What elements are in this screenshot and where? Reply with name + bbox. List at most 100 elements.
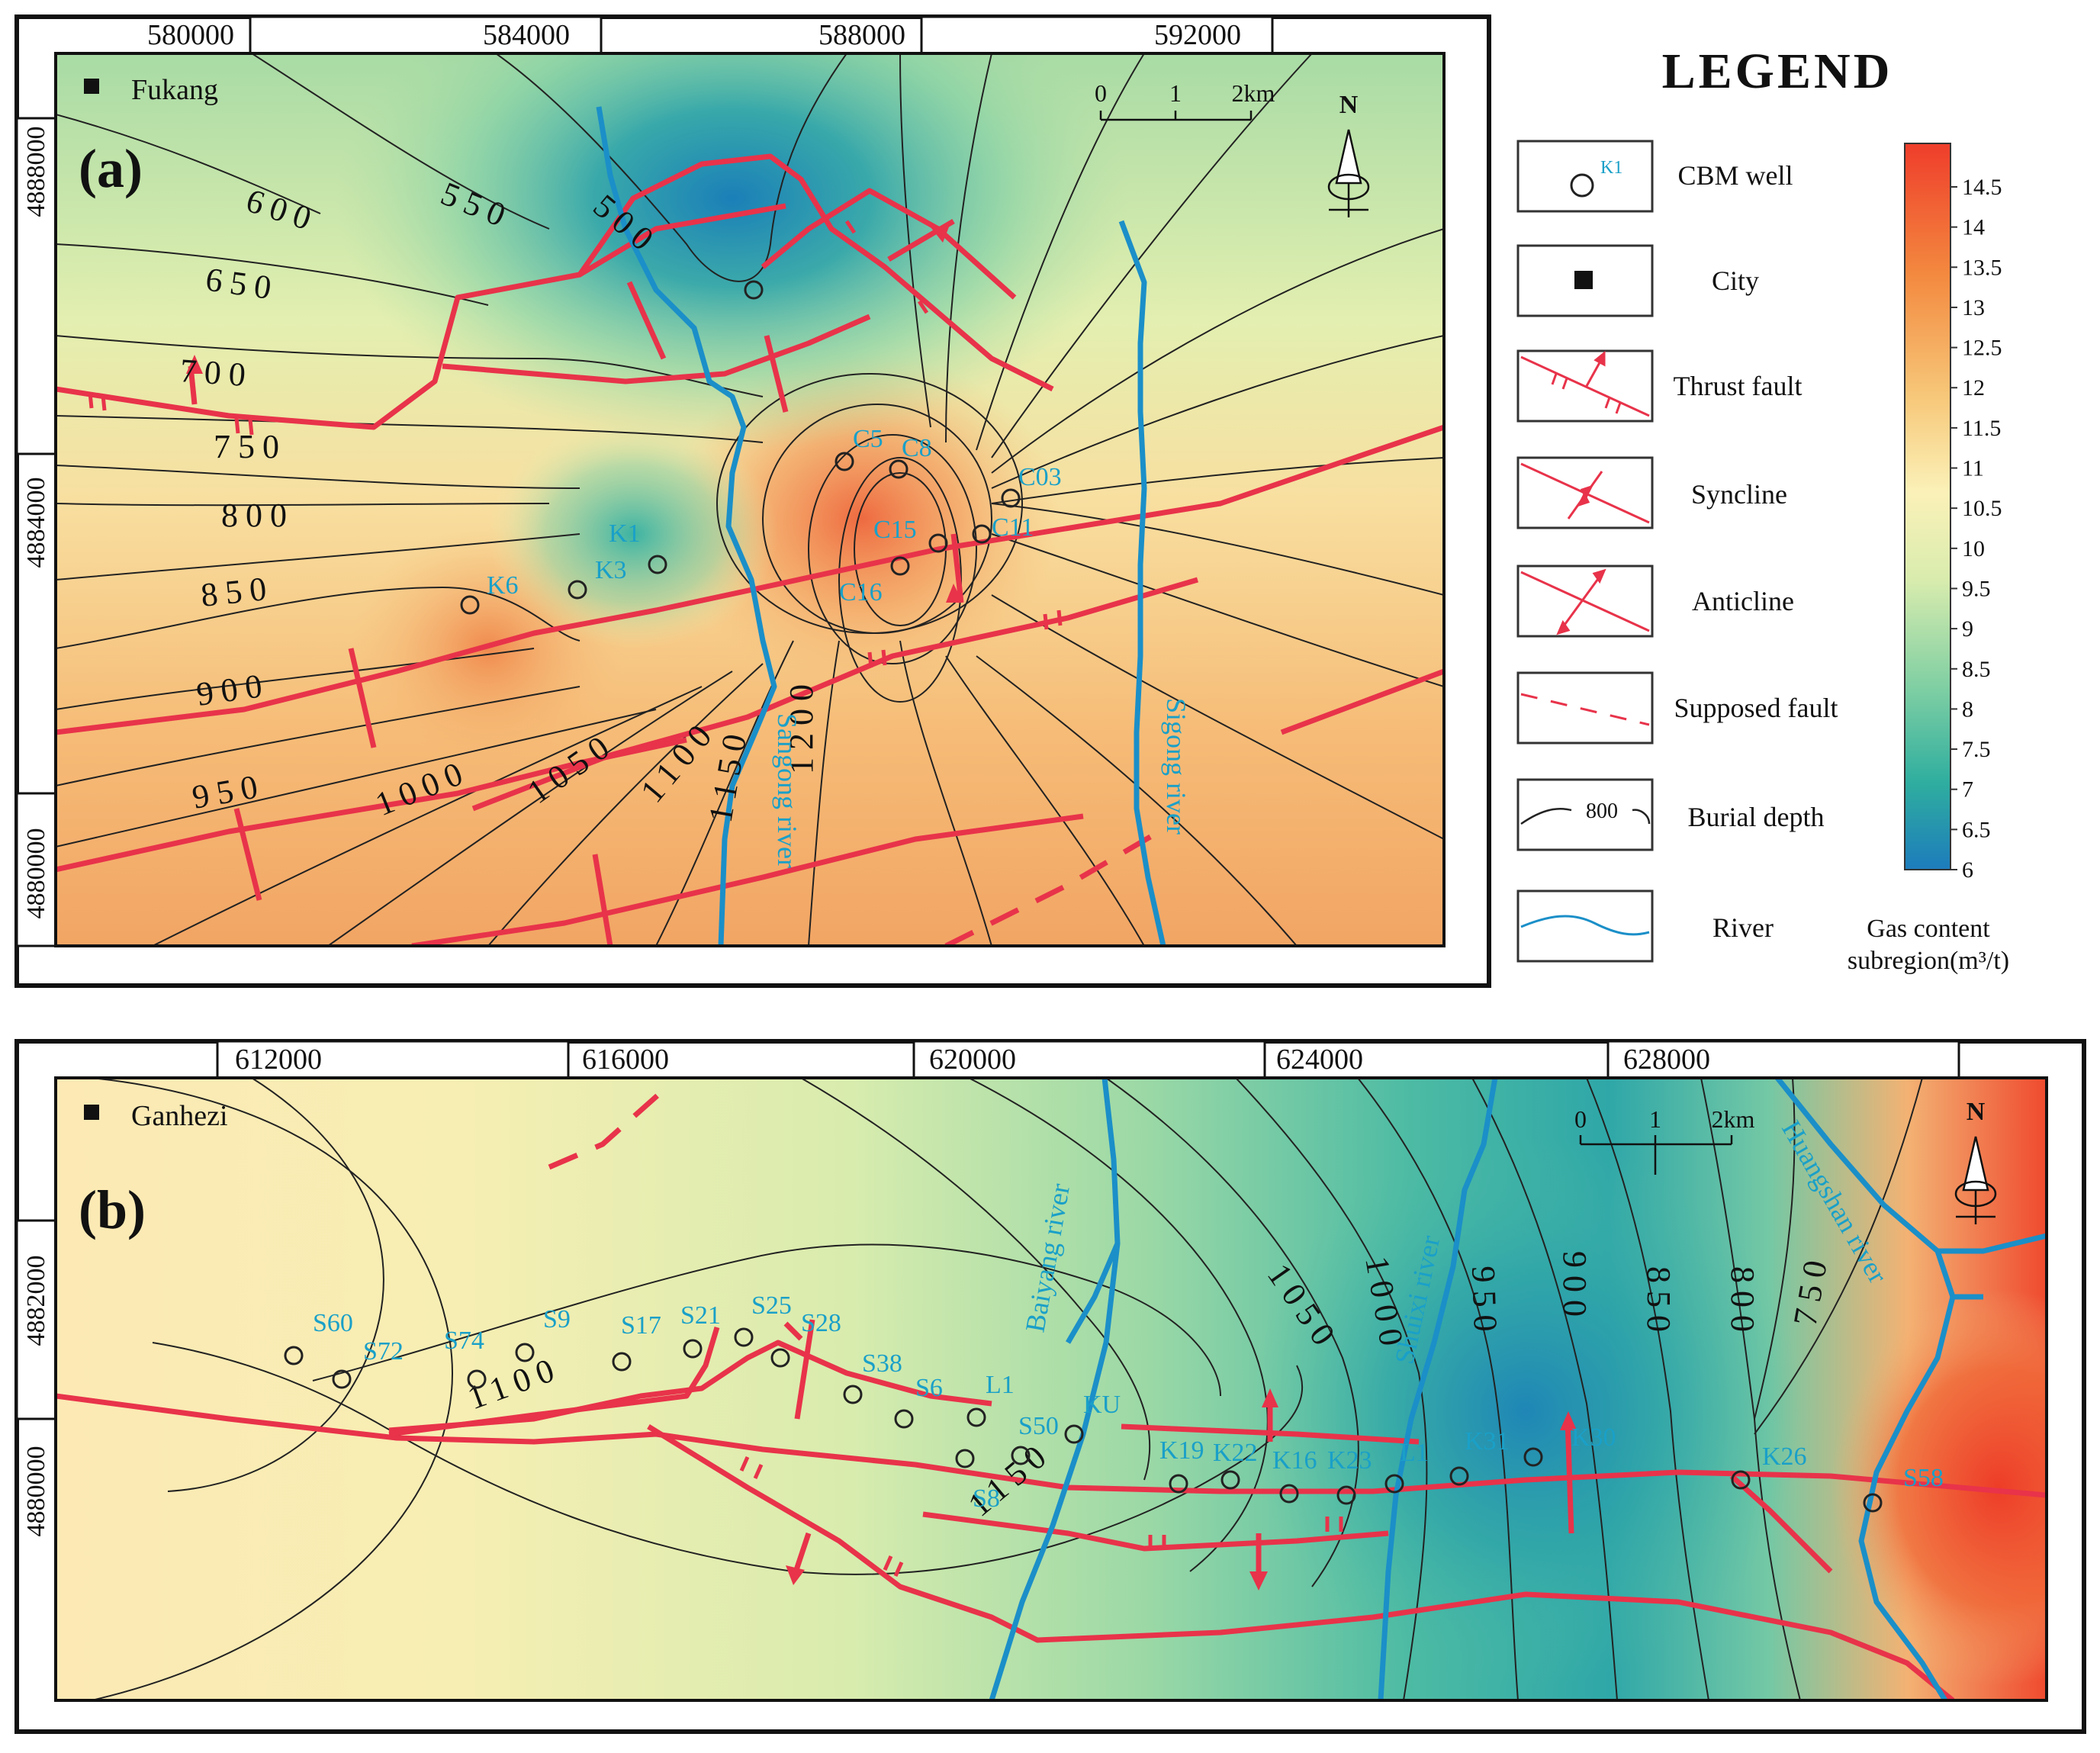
well-label: K30 (1571, 1423, 1616, 1452)
colorbar-tick-label: 7 (1962, 777, 1973, 803)
well-label: S9 (543, 1305, 571, 1333)
well-label: S21 (680, 1301, 721, 1330)
well-label: K23 (1327, 1446, 1372, 1475)
panel-b: 612000 616000 620000 624000 628000 48820… (14, 1039, 2086, 1734)
panel-a-thrust-faults (56, 153, 1444, 946)
well-label: S74 (444, 1327, 484, 1355)
legend-well-icon (1570, 173, 1594, 198)
city-label: Fukang (131, 74, 218, 106)
contour-label: 900 (1556, 1251, 1593, 1324)
colorbar-tick-label: 7.5 (1962, 737, 1991, 762)
panel-b-well-labels: S60 S72 S74 S9 S17 S21 S25 S28 S38 S6 L1… (313, 1291, 1944, 1513)
scale-tick: 1 (1649, 1105, 1661, 1133)
well-label: C15 (873, 516, 917, 544)
colorbar-tick-label: 12 (1962, 375, 1985, 400)
panel-b-x-tick: 620000 (929, 1044, 1016, 1076)
well-label: K26 (1762, 1443, 1807, 1471)
legend-title: LEGEND (1662, 43, 1893, 99)
panel-a-x-axis: 580000 584000 588000 592000 (147, 15, 1274, 55)
panel-a-rivers (596, 106, 1166, 946)
panel-b-thrust-faults (56, 1319, 2047, 1700)
north-label: N (1339, 91, 1359, 119)
scale-tick: 0 (1095, 79, 1107, 107)
colorbar-tick-label: 14.5 (1962, 175, 2002, 200)
panel-a-x-tick: 580000 (147, 19, 234, 51)
panel-b-map-frame (54, 1076, 2048, 1702)
legend-item-label: CBM well (1677, 160, 1793, 191)
panel-b-x-tick: 612000 (235, 1044, 322, 1076)
well-label: S38 (862, 1349, 902, 1378)
panel-b-x-tick: 616000 (582, 1044, 669, 1076)
panel-b-x-tick: 624000 (1276, 1044, 1363, 1076)
panel-a-x-tick: 592000 (1154, 19, 1241, 51)
panel-b-fault-arrows (786, 1388, 1577, 1591)
panel-a-y-tick: 4888000 (22, 127, 50, 217)
river-label: Sigong river (1161, 698, 1192, 835)
well-label: K16 (1272, 1446, 1317, 1475)
well-label: S60 (313, 1309, 353, 1337)
well-label: S8 (973, 1484, 1000, 1513)
legend-supposed-fault-icon (1520, 693, 1650, 726)
north-label: N (1967, 1098, 1986, 1126)
well-label: S50 (1018, 1412, 1059, 1440)
colorbar (1904, 143, 1951, 870)
panel-a-fault-arrows (186, 225, 963, 603)
legend-burial-depth-sample: 800 (1586, 799, 1618, 823)
city-marker (84, 1105, 99, 1120)
colorbar-tick-label: 9 (1962, 616, 1973, 642)
colorbar-title: Gas content (1867, 915, 1990, 943)
well-label: C16 (839, 578, 883, 606)
panel-a-y-tick: 4880000 (22, 828, 50, 919)
panel-a-well-labels: C5 C8 C03 C15 C11 C16 K1 K3 K6 (487, 425, 1062, 606)
panel-a-label: (a) (79, 138, 143, 199)
well-label: L1 (1400, 1439, 1429, 1467)
colorbar-tick-label: 13.5 (1962, 255, 2002, 280)
legend-river-icon (1520, 915, 1650, 936)
panel-b-label: (b) (79, 1179, 146, 1240)
contour-label: 850 (1640, 1266, 1677, 1340)
panel-b-scale-bar (1579, 1135, 1733, 1175)
legend-thrust-fault-icon (1520, 350, 1650, 417)
panel-a-scale-bar (1099, 111, 1253, 121)
scale-tick: 2km (1232, 79, 1275, 107)
legend-burial-depth-icon (1520, 807, 1651, 825)
legend-boxes (1516, 140, 1654, 963)
panel-b-x-tick: 628000 (1623, 1044, 1710, 1076)
well-label: C11 (992, 513, 1034, 542)
well-label: C03 (1018, 463, 1062, 491)
colorbar-tick-label: 11.5 (1962, 416, 2001, 441)
panel-a-map: 600 550 500 650 700 750 800 850 900 950 … (56, 53, 1444, 946)
panel-a-y-axis: 4888000 4884000 4880000 (15, 117, 57, 947)
panel-b-y-tick: 4882000 (22, 1256, 50, 1346)
panel-a-map-frame (54, 52, 1446, 947)
panel-b-wells (284, 1327, 1883, 1513)
legend-well-sample: K1 (1600, 158, 1622, 178)
legend-item-label: Supposed fault (1674, 693, 1838, 723)
colorbar-tick-label: 10 (1962, 536, 1985, 561)
legend-item-label: Anticline (1692, 586, 1794, 616)
north-arrow-icon (1327, 129, 1370, 217)
well-label: C5 (853, 425, 883, 453)
panel-b-y-tick: 4880000 (22, 1446, 50, 1537)
scale-tick: 2km (1712, 1105, 1755, 1133)
colorbar-tick-label: 12.5 (1962, 336, 2002, 361)
panel-b-map: 1100 1150 1050 1000 950 900 850 800 750 (56, 1078, 2047, 1700)
legend-city-icon (1574, 271, 1593, 289)
panel-a: 580000 584000 588000 592000 4888000 4884… (14, 14, 1491, 988)
panel-a-y-tick: 4884000 (22, 478, 50, 568)
contour-label: 750 (214, 428, 287, 465)
legend-item-label: Burial depth (1688, 802, 1825, 832)
well-label: S28 (801, 1309, 841, 1337)
panel-a-x-tick: 588000 (818, 19, 905, 51)
colorbar-tick-label: 8.5 (1962, 657, 1991, 682)
panel-b-x-axis: 612000 616000 620000 624000 628000 (216, 1040, 1960, 1079)
panel-b-y-axis: 4882000 4880000 (15, 1219, 57, 1537)
legend-syncline-icon (1520, 462, 1650, 524)
contour-label: 800 (221, 497, 294, 534)
city-marker (84, 79, 99, 94)
scale-tick: 1 (1169, 79, 1182, 107)
well-label: S25 (751, 1291, 792, 1320)
colorbar-tick-label: 11 (1962, 456, 1984, 481)
panel-b-supposed-fault (548, 1081, 674, 1170)
colorbar-tick-label: 6 (1962, 857, 1973, 883)
